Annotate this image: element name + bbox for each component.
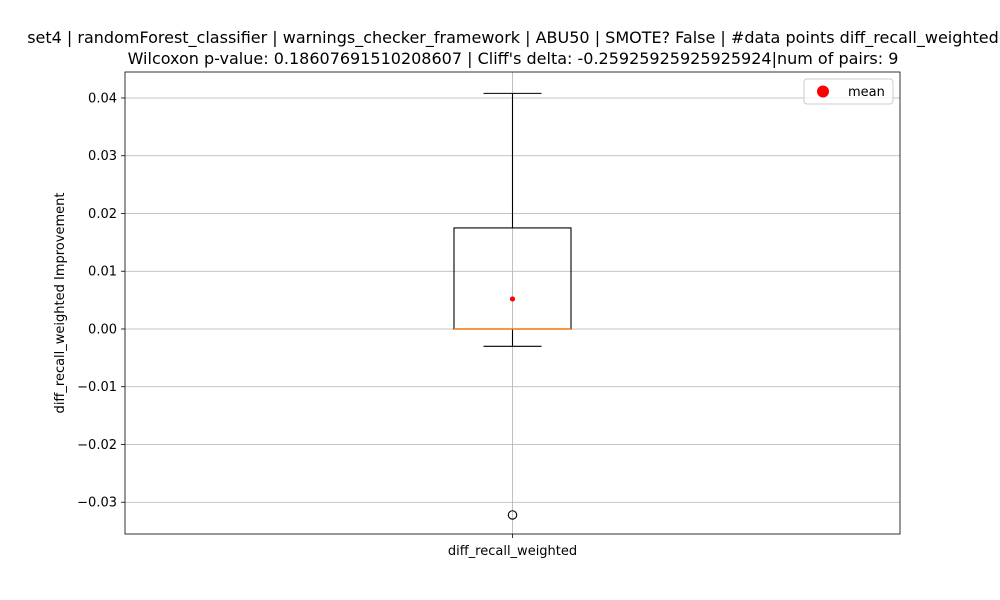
legend: mean <box>803 78 894 105</box>
boxplot <box>453 92 572 520</box>
y-tick-label: 0.01 <box>88 265 117 280</box>
y-axis-ticks: −0.03 −0.02 −0.01 0.00 0.01 0.02 0.03 0.04 <box>77 91 125 511</box>
legend-mean-marker <box>817 85 829 98</box>
x-axis-ticks: diff_recall_weighted <box>448 534 577 559</box>
legend-label: mean <box>848 85 885 100</box>
legend-frame <box>803 78 894 105</box>
y-tick-label: 0.00 <box>88 322 117 337</box>
outlier-point <box>507 510 518 520</box>
y-axis-label: diff_recall_weighted Improvement <box>53 193 68 414</box>
y-tick-label: 0.02 <box>88 207 117 222</box>
x-tick-label: diff_recall_weighted <box>448 544 577 559</box>
chart-title: set4 | randomForest_classifier | warning… <box>27 28 999 68</box>
title-line: set4 | randomForest_classifier | warning… <box>27 28 999 48</box>
mean-point <box>509 296 516 302</box>
y-tick-label: −0.02 <box>77 438 117 453</box>
title-line: Wilcoxon p-value: 0.18607691510208607 | … <box>128 49 899 68</box>
y-tick-label: 0.03 <box>88 149 117 164</box>
y-tick-label: −0.03 <box>77 496 117 511</box>
y-tick-label: −0.01 <box>77 380 117 395</box>
y-tick-label: 0.04 <box>88 91 117 106</box>
